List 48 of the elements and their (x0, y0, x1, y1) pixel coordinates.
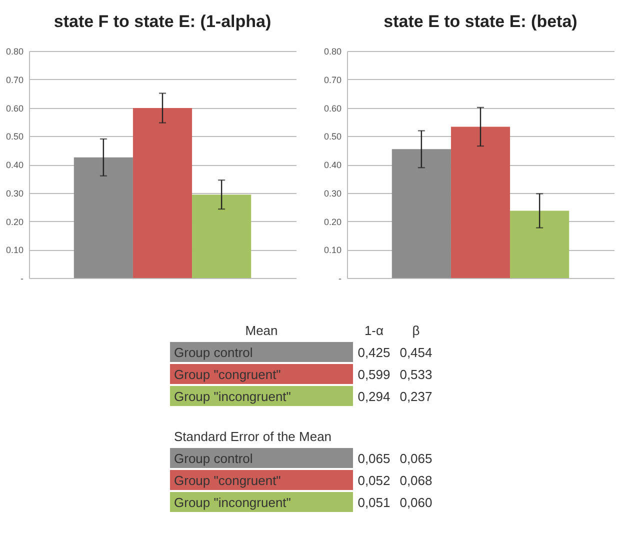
text: 0,425 (358, 344, 390, 360)
y-tick-label: 0.80 (324, 46, 342, 56)
text: Group "incongruent" (174, 388, 291, 404)
text: 0,051 (356, 494, 392, 512)
y-tick-label: 0.10 (324, 245, 342, 256)
bar (450, 126, 510, 278)
y-tick-label: 0.50 (6, 132, 24, 142)
text: 0,294 (358, 388, 390, 404)
bar (192, 194, 252, 278)
bar (132, 108, 192, 278)
text: β (412, 322, 420, 338)
y-tick-label: 0.70 (6, 74, 24, 85)
y-tick-label: 0.30 (324, 188, 342, 198)
y-tick-label: 0.40 (324, 160, 342, 170)
y-tick-label: 0.70 (324, 74, 342, 85)
y-tick-label: - (20, 274, 24, 284)
chart-title: state E to state E: (beta) (384, 12, 578, 31)
text: 0,237 (400, 388, 432, 404)
text: 0,065 (398, 450, 434, 468)
y-tick-label: 0.20 (324, 216, 342, 227)
y-tick-label: 0.80 (6, 46, 24, 56)
y-tick-label: 0.60 (324, 103, 342, 114)
y-tick-label: 0.60 (6, 103, 24, 114)
text: Group "incongruent" (174, 494, 291, 510)
text: 0,454 (400, 344, 432, 360)
bar (510, 210, 570, 278)
y-tick-label: 0.10 (6, 245, 24, 256)
text: 0,599 (358, 366, 390, 382)
y-tick-label: 0.20 (6, 216, 24, 227)
bar (392, 149, 451, 278)
text: 1-α (364, 322, 384, 338)
text: Group "congruent" (174, 366, 281, 382)
text: 0,060 (398, 494, 434, 512)
y-tick-label: 0.40 (6, 160, 24, 170)
text: 0,052 (356, 472, 392, 490)
text: Group control (174, 450, 253, 466)
text: Group "congruent" (174, 472, 281, 488)
text: 0,065 (356, 450, 392, 468)
y-tick-label: 0.30 (6, 188, 24, 198)
text: Standard Error of the Mean (173, 428, 333, 446)
text: Group control (174, 344, 253, 360)
bar (74, 157, 133, 278)
y-tick-label: 0.50 (324, 132, 342, 142)
chart-title: state F to state E: (1-alpha) (54, 12, 272, 31)
text: Mean (244, 322, 279, 340)
y-tick-label: - (338, 274, 342, 284)
text: 0,533 (400, 366, 432, 382)
text: 0,068 (398, 472, 434, 490)
